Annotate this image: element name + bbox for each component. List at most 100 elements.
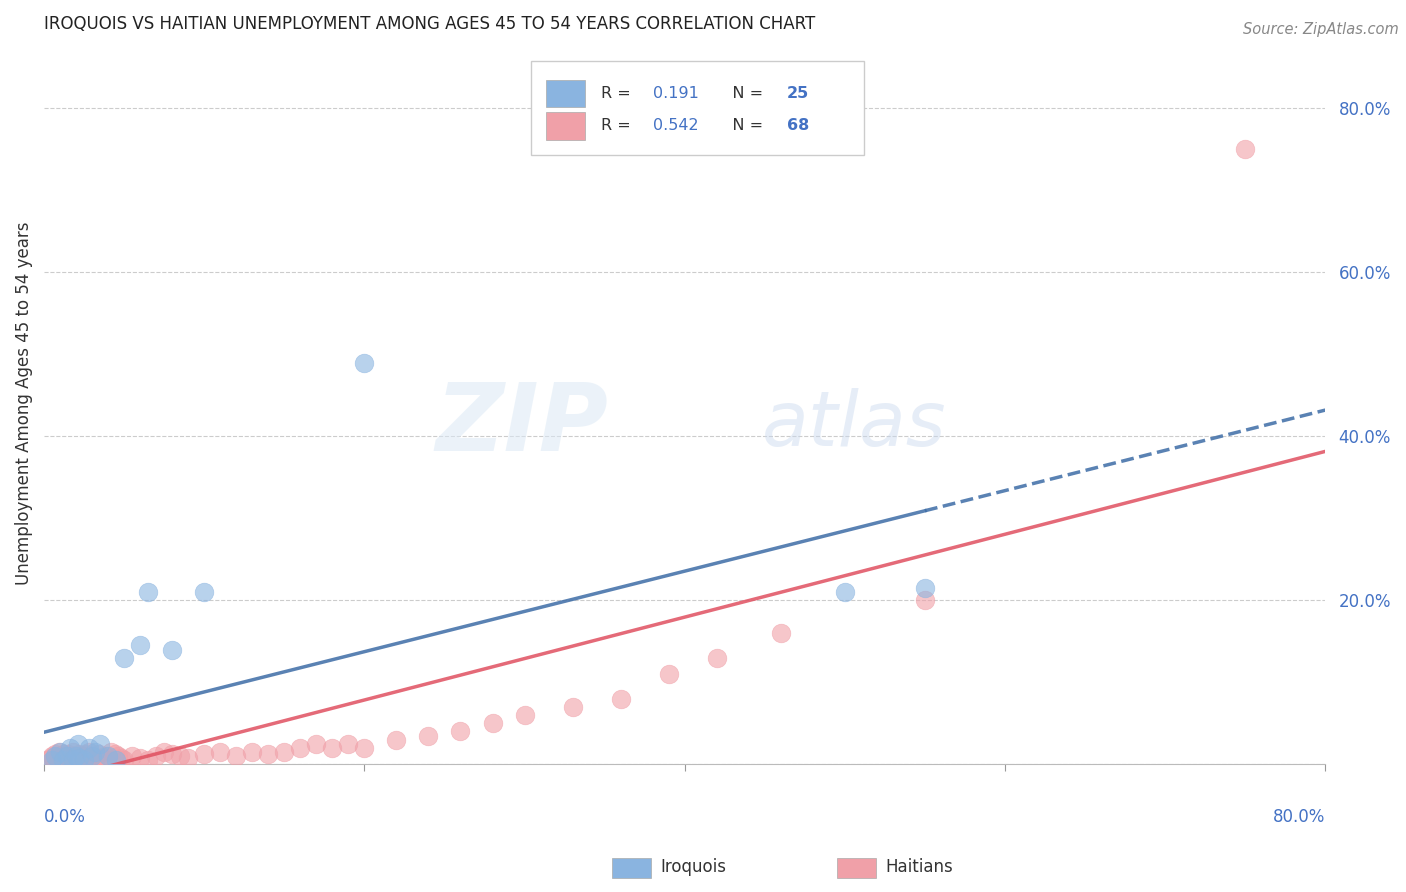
Point [44, 749, 66, 764]
Point [169, 749, 191, 764]
Point [82, 749, 104, 764]
Text: 0.191: 0.191 [652, 86, 699, 101]
Point [90, 750, 112, 764]
Point [834, 585, 856, 599]
Point [67, 750, 90, 764]
Point [39, 750, 62, 764]
Point [52, 753, 75, 767]
Point [225, 749, 247, 764]
Point [450, 724, 472, 739]
Point [45, 751, 67, 765]
Point [658, 667, 681, 681]
Point [94, 749, 117, 764]
Point [42, 753, 65, 767]
Point [53, 750, 76, 764]
Point [193, 747, 215, 762]
Point [84, 753, 107, 767]
Point [103, 747, 125, 762]
Point [84, 745, 107, 759]
Point [65, 749, 87, 764]
Text: 0.0%: 0.0% [44, 807, 86, 826]
Point [112, 650, 135, 665]
Point [305, 737, 328, 751]
Point [87, 747, 110, 762]
Point [97, 753, 120, 767]
Point [76, 753, 98, 767]
Point [60, 753, 83, 767]
Point [77, 740, 100, 755]
Text: IROQUOIS VS HAITIAN UNEMPLOYMENT AMONG AGES 45 TO 54 YEARS CORRELATION CHART: IROQUOIS VS HAITIAN UNEMPLOYMENT AMONG A… [44, 15, 815, 33]
Point [706, 650, 728, 665]
Text: Haitians: Haitians [886, 858, 953, 876]
Point [193, 585, 215, 599]
Text: 25: 25 [787, 86, 810, 101]
Point [609, 691, 631, 706]
Point [385, 732, 408, 747]
Text: 80.0%: 80.0% [1272, 807, 1326, 826]
Point [44, 747, 66, 762]
Point [51, 753, 73, 767]
Text: R =: R = [602, 119, 641, 133]
Point [353, 740, 375, 755]
Point [240, 745, 263, 759]
Point [914, 593, 936, 607]
Point [769, 626, 792, 640]
Text: atlas: atlas [762, 388, 946, 462]
FancyBboxPatch shape [531, 61, 865, 154]
Point [160, 747, 183, 762]
Point [49, 745, 72, 759]
Point [82, 749, 104, 764]
Point [59, 740, 82, 755]
Point [129, 639, 152, 653]
Point [73, 749, 96, 764]
Text: Iroquois: Iroquois [661, 858, 727, 876]
Point [41, 753, 63, 767]
Point [1234, 143, 1257, 157]
Point [70, 750, 93, 764]
Point [97, 749, 120, 764]
Point [353, 355, 375, 369]
Point [561, 699, 583, 714]
Point [62, 753, 84, 767]
Point [62, 745, 84, 759]
Y-axis label: Unemployment Among Ages 45 to 54 years: Unemployment Among Ages 45 to 54 years [15, 222, 32, 585]
Point [63, 750, 86, 764]
Point [73, 753, 96, 767]
Point [136, 753, 159, 767]
Point [52, 747, 75, 762]
Point [41, 749, 63, 764]
Point [105, 753, 128, 767]
Point [107, 749, 129, 764]
Point [55, 749, 77, 764]
Point [110, 750, 132, 764]
Text: 68: 68 [787, 119, 810, 133]
Point [67, 747, 90, 762]
Point [145, 749, 167, 764]
Point [89, 737, 111, 751]
Point [59, 749, 82, 764]
Point [337, 737, 360, 751]
Point [160, 642, 183, 657]
Point [177, 750, 200, 764]
Point [112, 753, 135, 767]
Point [136, 585, 159, 599]
Point [153, 745, 176, 759]
Point [66, 737, 89, 751]
Text: Source: ZipAtlas.com: Source: ZipAtlas.com [1243, 22, 1399, 37]
Point [209, 745, 232, 759]
Text: N =: N = [717, 86, 768, 101]
Point [48, 745, 70, 759]
Point [75, 747, 97, 762]
Point [72, 753, 94, 767]
Point [257, 747, 280, 762]
Point [321, 740, 343, 755]
Point [290, 740, 312, 755]
Point [418, 729, 440, 743]
Bar [547, 79, 585, 107]
Point [66, 753, 89, 767]
Text: ZIP: ZIP [434, 379, 607, 471]
Bar [547, 112, 585, 139]
Point [100, 745, 122, 759]
Point [65, 749, 87, 764]
Point [77, 745, 100, 759]
